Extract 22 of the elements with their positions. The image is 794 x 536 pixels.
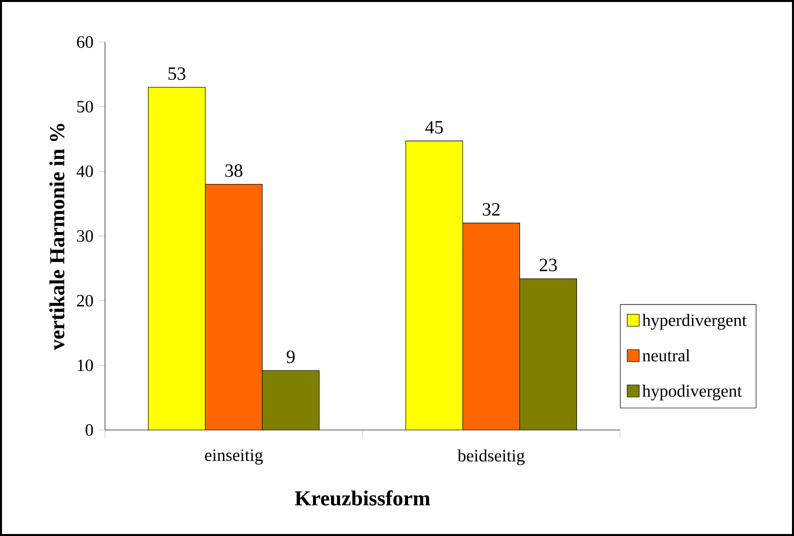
y-axis-title: vertikale Harmonie in %: [49, 124, 64, 350]
data-label: 9: [286, 350, 295, 364]
legend-label: hyperdivergent: [642, 314, 747, 330]
x-axis-title: Kreuzbissform: [294, 490, 430, 506]
y-tick-label: 40: [76, 165, 93, 178]
y-tick-label: 0: [86, 424, 93, 436]
y-tick-label: 50: [77, 100, 93, 113]
bar: [519, 278, 578, 430]
data-label: 23: [540, 258, 557, 272]
data-label: 45: [425, 121, 443, 134]
data-label: 32: [482, 203, 500, 216]
x-tick-label: beidseitig: [458, 449, 525, 466]
x-tick-label: einseitig: [205, 449, 263, 465]
y-tick-label: 60: [77, 36, 93, 48]
legend-label: hypodivergent: [642, 384, 742, 400]
y-tick-label: 10: [78, 359, 93, 372]
y-tick-label: 20: [77, 294, 93, 307]
data-label: 38: [225, 164, 242, 177]
y-tick-label: 30: [77, 230, 93, 242]
data-label: 53: [168, 67, 186, 80]
legend-label: neutral: [642, 349, 690, 362]
bar: [262, 370, 320, 430]
